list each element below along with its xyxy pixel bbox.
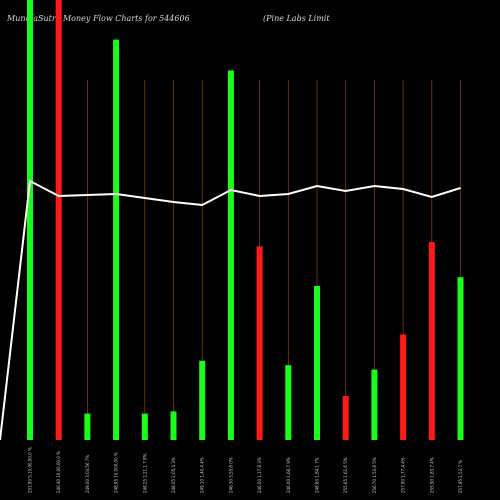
x-tick-label: 255.90 1,83,7 4% [429, 457, 434, 493]
volume-bar [55, 0, 62, 440]
chart-title: MunafaSutra Money Flow Charts for 544606 [7, 14, 190, 23]
x-tick-label: 251.90 5,10,00,00,0 % [28, 447, 33, 493]
x-tick-label: 257.90 1,77,4 4% [401, 457, 406, 493]
x-tick-label: 257.95 1,53,7 % [458, 460, 463, 493]
volume-bar [256, 246, 263, 440]
volume-bar [314, 286, 320, 440]
volume-bar [457, 277, 464, 440]
x-tick-label: 246.00 1,66,7 9% [286, 457, 291, 493]
price-line [0, 179, 461, 441]
volume-bar [227, 70, 234, 441]
volume-bar [400, 334, 407, 440]
x-tick-label: 249.00 3,03,56 7% [85, 455, 90, 493]
volume-bar [84, 413, 91, 440]
x-tick-label: 255.65 1,61,6 5% [343, 457, 348, 493]
x-tick-label: 246.00 1,17,8 3% [257, 457, 262, 493]
x-tick-label: 249.10 1,40,4 4% [200, 457, 205, 493]
x-tick-label: 248.95 10,000,00 % [114, 452, 119, 493]
x-tick-label: 246.40 10,00,00,0 % [56, 451, 61, 493]
company-name: (Pine Labs Limit [263, 14, 330, 23]
volume-bar [170, 411, 177, 440]
x-tick-label: 248.60 1,84,1 7% [315, 457, 320, 493]
volume-bar [199, 360, 206, 440]
x-tick-label: 246.30 3,55,8 0% [228, 457, 233, 493]
x-tick-label: 248.05 2,05,4 3% [171, 457, 176, 493]
volume-bar [342, 396, 349, 440]
x-tick-label: 256.70 1,53,8 5% [372, 457, 377, 493]
volume-bar [113, 39, 120, 440]
volume-bar [371, 369, 378, 440]
volume-bar [428, 242, 435, 440]
volume-bar [141, 413, 148, 440]
volume-bar [27, 0, 33, 440]
x-tick-label: 248.25 2,21,1 7 8% [142, 453, 147, 493]
volume-bar [285, 365, 292, 440]
